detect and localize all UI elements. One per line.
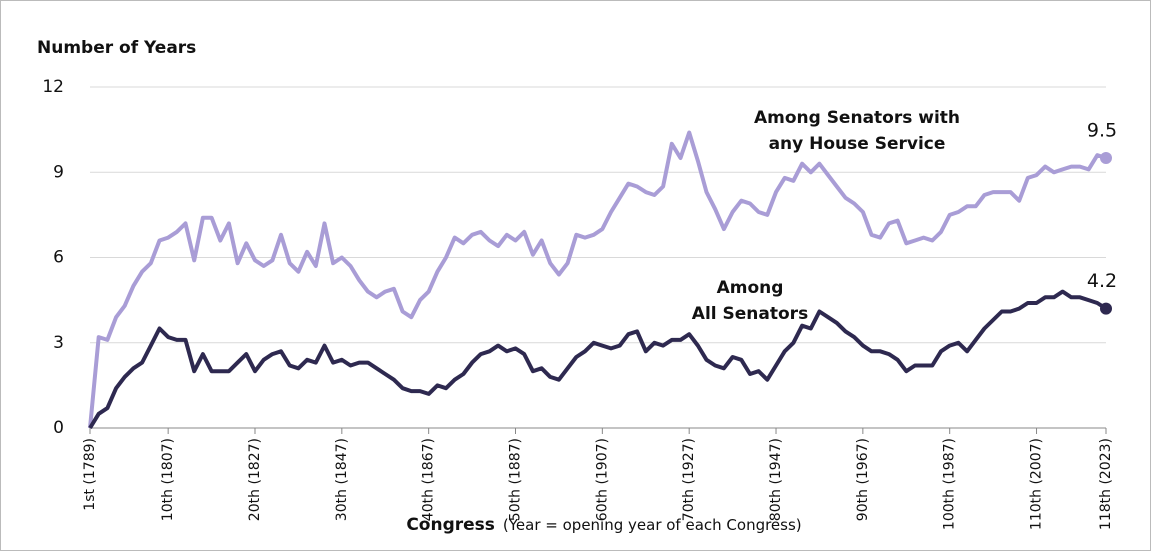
x-tick-label: 90th (1967)	[855, 438, 871, 521]
x-tick-label: 10th (1807)	[160, 438, 176, 521]
y-tick-label: 3	[53, 333, 64, 353]
x-tick-label: 60th (1907)	[594, 438, 610, 521]
series-label: Among	[717, 278, 784, 298]
x-tick-label: 40th (1867)	[421, 438, 437, 521]
x-tick-label: 70th (1927)	[681, 438, 697, 521]
series-line	[88, 289, 1108, 430]
y-tick-label: 12	[42, 77, 64, 97]
series-label: any House Service	[769, 134, 946, 154]
x-axis-title: Congress (Year = opening year of each Con…	[406, 515, 801, 535]
x-tick-label: 100th (1987)	[942, 438, 958, 530]
x-tick-label: 1st (1789)	[82, 438, 98, 511]
series-label: All Senators	[692, 304, 808, 324]
end-label: 9.5	[1087, 120, 1117, 142]
x-tick-label: 110th (2007)	[1029, 438, 1045, 530]
series-label: Among Senators with	[754, 108, 960, 128]
end-label: 4.2	[1087, 270, 1117, 292]
end-point	[1100, 302, 1112, 315]
x-tick-label: 80th (1947)	[768, 438, 784, 521]
x-axis-title-main: Congress	[406, 515, 495, 535]
series-line	[88, 130, 1107, 429]
x-axis-title-note: (Year = opening year of each Congress)	[503, 516, 802, 534]
x-tick-label: 50th (1887)	[508, 438, 524, 521]
x-tick-label: 118th (2023)	[1098, 438, 1114, 530]
x-tick-label: 30th (1847)	[334, 438, 350, 521]
end-point	[1100, 152, 1112, 165]
y-tick-label: 6	[53, 248, 64, 268]
y-tick-label: 0	[53, 418, 64, 438]
y-axis-title: Number of Years	[37, 38, 196, 58]
y-tick-label: 9	[53, 162, 64, 182]
x-tick-label: 20th (1827)	[247, 438, 263, 521]
